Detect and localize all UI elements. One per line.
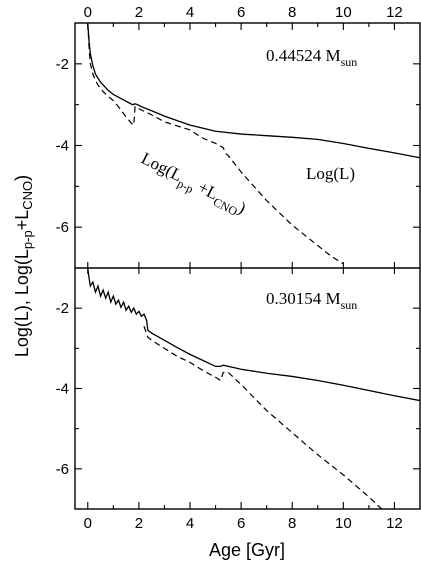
mass-label-bottom: 0.30154 Msun — [266, 289, 357, 312]
y-axis-title: Log(L), Log(Lp-p+LCNO) — [12, 175, 35, 357]
x-tick-label-top-0: 0 — [84, 4, 92, 21]
series-layer-top — [87, 23, 420, 265]
y-tick-label-panel1: -4 — [56, 381, 69, 398]
y-tick-label-panel0: -2 — [56, 56, 69, 73]
x-tick-label-bottom-10: 10 — [335, 515, 352, 532]
x-tick-label-bottom-12: 12 — [386, 515, 403, 532]
x-tick-label-bottom-6: 6 — [237, 515, 245, 532]
y-tick-label-panel0: -4 — [56, 138, 69, 155]
dashed-curve-panel0 — [87, 23, 344, 265]
y-tick-label-panel0: -6 — [56, 219, 69, 236]
dashed-curve-panel1 — [143, 326, 383, 509]
x-tick-label-top-2: 2 — [135, 4, 143, 21]
x-tick-label-bottom-2: 2 — [135, 515, 143, 532]
solid-curve-panel0 — [87, 23, 420, 159]
x-tick-label-bottom-8: 8 — [288, 515, 296, 532]
x-tick-label-top-12: 12 — [386, 4, 403, 21]
x-tick-label-top-10: 10 — [335, 4, 352, 21]
x-tick-label-top-8: 8 — [288, 4, 296, 21]
x-tick-label-top-6: 6 — [237, 4, 245, 21]
annotation-logLpp-cno: Log(Lp-p +LCNO) — [136, 149, 249, 222]
x-tick-label-top-4: 4 — [186, 4, 194, 21]
ticks-layer: 0 0 2 2 4 4 6 6 8 8 10 10 12 12 -2 -4 -6 -2 -4 -6 — [56, 4, 421, 532]
x-tick-label-bottom-0: 0 — [84, 515, 92, 532]
annotation-logL: Log(L) — [306, 164, 355, 183]
x-tick-label-bottom-4: 4 — [186, 515, 194, 532]
solid-curve-panel1 — [87, 268, 420, 402]
x-axis-title: Age [Gyr] — [209, 540, 285, 560]
mass-label-top: 0.44524 Msun — [266, 46, 357, 69]
plot-frame — [74, 22, 421, 510]
y-tick-label-panel1: -6 — [56, 461, 69, 478]
y-tick-label-panel1: -2 — [56, 300, 69, 317]
series-layer-bottom — [87, 268, 420, 509]
